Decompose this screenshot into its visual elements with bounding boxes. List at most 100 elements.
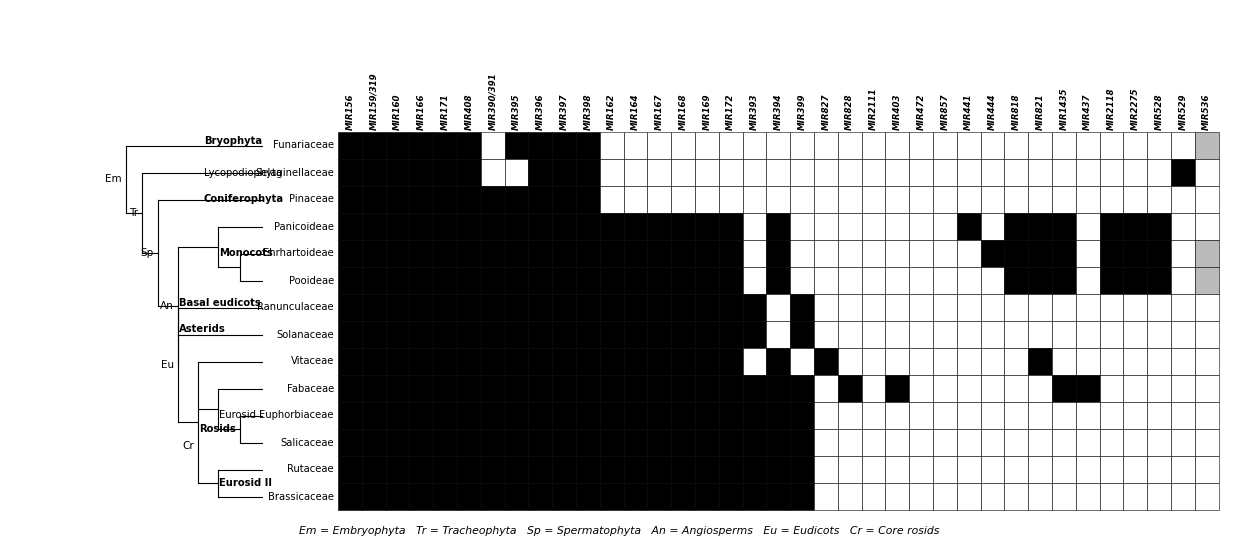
Bar [1005, 294, 1028, 321]
Bar [790, 213, 814, 240]
Bar [1052, 456, 1075, 483]
Bar [814, 240, 838, 267]
Bar [600, 348, 623, 375]
Bar [672, 429, 695, 456]
Bar [861, 213, 886, 240]
Bar [886, 402, 909, 429]
Bar [719, 375, 742, 402]
Bar [767, 132, 790, 159]
Bar [409, 483, 434, 510]
Bar [553, 240, 576, 267]
Bar [1099, 483, 1124, 510]
Text: Pooideae: Pooideae [289, 275, 335, 286]
Bar [504, 456, 528, 483]
Bar [909, 294, 933, 321]
Bar [719, 321, 742, 348]
Bar [838, 321, 861, 348]
Bar [742, 456, 767, 483]
Bar [600, 321, 623, 348]
Bar [481, 321, 504, 348]
Bar [504, 294, 528, 321]
Bar [457, 483, 481, 510]
Bar [1052, 375, 1075, 402]
Bar [528, 321, 553, 348]
Bar [385, 402, 409, 429]
Bar [648, 348, 672, 375]
Bar [648, 186, 672, 213]
Bar [576, 213, 600, 240]
Bar [814, 294, 838, 321]
Bar [1052, 483, 1075, 510]
Bar [362, 213, 385, 240]
Text: MIR408: MIR408 [465, 94, 473, 130]
Bar [1171, 267, 1194, 294]
Bar [1147, 483, 1171, 510]
Text: MIR437: MIR437 [1083, 94, 1093, 130]
Bar [362, 240, 385, 267]
Bar [886, 186, 909, 213]
Bar [980, 294, 1005, 321]
Bar [838, 159, 861, 186]
Bar [719, 348, 742, 375]
Bar [338, 321, 362, 348]
Bar [1147, 456, 1171, 483]
Bar [504, 348, 528, 375]
Bar [742, 294, 767, 321]
Bar [434, 132, 457, 159]
Text: MIR818: MIR818 [1012, 94, 1021, 130]
Bar [933, 294, 957, 321]
Bar [695, 348, 719, 375]
Bar [790, 132, 814, 159]
Bar [385, 240, 409, 267]
Text: MIR441: MIR441 [964, 94, 973, 130]
Bar [672, 159, 695, 186]
Bar [957, 429, 980, 456]
Bar [553, 456, 576, 483]
Bar [838, 240, 861, 267]
Bar [1124, 348, 1147, 375]
Bar [1171, 348, 1194, 375]
Bar [909, 186, 933, 213]
Bar [909, 429, 933, 456]
Bar [886, 213, 909, 240]
Bar [719, 267, 742, 294]
Bar [1124, 213, 1147, 240]
Bar [790, 240, 814, 267]
Bar [695, 294, 719, 321]
Bar [790, 186, 814, 213]
Bar [385, 348, 409, 375]
Bar [600, 294, 623, 321]
Text: Cr: Cr [182, 441, 195, 451]
Bar [767, 159, 790, 186]
Bar [957, 213, 980, 240]
Bar [623, 321, 648, 348]
Text: Em = Embryophyta   Tr = Tracheophyta   Sp = Spermatophyta   An = Angiosperms   E: Em = Embryophyta Tr = Tracheophyta Sp = … [300, 526, 939, 536]
Bar [409, 267, 434, 294]
Bar [1075, 321, 1099, 348]
Bar [909, 132, 933, 159]
Bar [886, 240, 909, 267]
Bar [790, 321, 814, 348]
Bar [338, 348, 362, 375]
Bar [672, 321, 695, 348]
Bar [1194, 348, 1219, 375]
Bar [600, 132, 623, 159]
Bar [1171, 429, 1194, 456]
Bar [576, 240, 600, 267]
Bar [648, 132, 672, 159]
Bar [1052, 348, 1075, 375]
Bar [1052, 429, 1075, 456]
Bar [528, 159, 553, 186]
Bar [1171, 186, 1194, 213]
Bar [576, 429, 600, 456]
Bar [861, 429, 886, 456]
Bar [1005, 321, 1028, 348]
Text: MIR395: MIR395 [512, 94, 522, 130]
Bar [528, 348, 553, 375]
Bar [481, 348, 504, 375]
Bar [933, 402, 957, 429]
Bar [1124, 186, 1147, 213]
Text: Solanaceae: Solanaceae [276, 330, 335, 339]
Bar [1028, 267, 1052, 294]
Bar [1005, 186, 1028, 213]
